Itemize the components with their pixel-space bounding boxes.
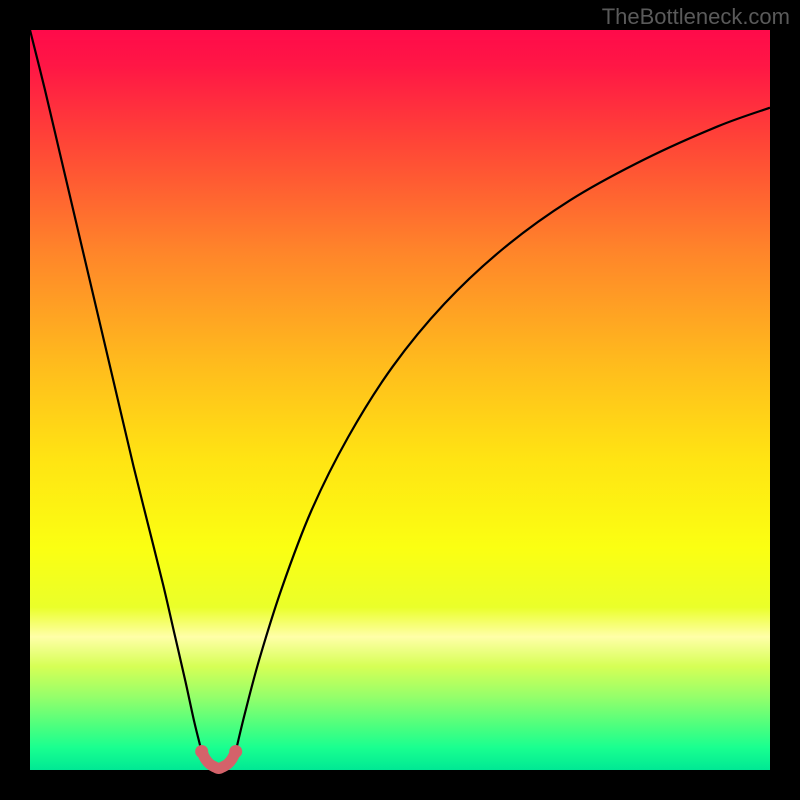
plot-background bbox=[30, 30, 770, 770]
marker-endpoint-dot bbox=[229, 745, 242, 758]
chart-container: TheBottleneck.com bbox=[0, 0, 800, 800]
watermark-text: TheBottleneck.com bbox=[602, 4, 790, 30]
marker-endpoint-dot bbox=[195, 745, 208, 758]
bottleneck-chart bbox=[0, 0, 800, 800]
